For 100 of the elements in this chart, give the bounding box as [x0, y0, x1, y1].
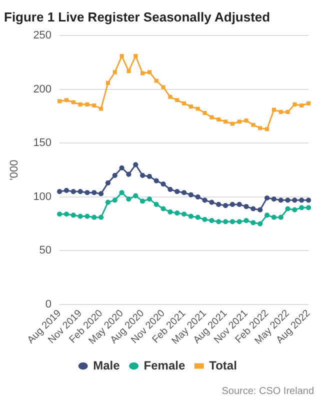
- point: [195, 194, 200, 200]
- legend-label: Total: [209, 358, 237, 372]
- point: [306, 205, 312, 210]
- point: [237, 120, 242, 124]
- point: [306, 198, 312, 203]
- point: [168, 186, 173, 192]
- point: [140, 198, 146, 204]
- point: [230, 202, 235, 207]
- point: [112, 70, 117, 74]
- point: [209, 200, 214, 205]
- point: [70, 212, 76, 218]
- point: [126, 196, 132, 202]
- point: [202, 111, 207, 116]
- point: [105, 200, 111, 205]
- point: [98, 191, 104, 196]
- point: [146, 174, 152, 180]
- y-axis-title: '000: [8, 160, 21, 180]
- point: [202, 216, 208, 222]
- point: [106, 80, 110, 85]
- y-tick-label: 100: [33, 190, 52, 203]
- point: [119, 165, 124, 170]
- point: [161, 85, 166, 90]
- y-tick-label: 150: [33, 137, 52, 150]
- point: [112, 198, 118, 203]
- point: [196, 106, 200, 111]
- point: [168, 94, 172, 99]
- point: [105, 180, 111, 186]
- point: [133, 193, 138, 198]
- y-tick-label: 200: [33, 83, 52, 96]
- point: [299, 205, 304, 210]
- point: [244, 218, 249, 224]
- point: [154, 202, 159, 207]
- point: [98, 214, 104, 220]
- point: [119, 190, 124, 196]
- point: [92, 103, 96, 108]
- point: [181, 190, 187, 196]
- point: [300, 103, 304, 108]
- point: [99, 106, 104, 111]
- point: [64, 188, 70, 194]
- point: [174, 210, 180, 216]
- point: [265, 127, 270, 132]
- point: [258, 221, 263, 226]
- point: [216, 219, 222, 224]
- point: [175, 98, 180, 102]
- point: [160, 206, 166, 212]
- legend-label: Male: [93, 358, 120, 372]
- point: [271, 214, 276, 220]
- point: [160, 181, 166, 187]
- point: [92, 214, 97, 220]
- point: [222, 219, 228, 224]
- point: [120, 54, 124, 58]
- point: [292, 198, 298, 203]
- point: [182, 101, 186, 106]
- point: [285, 206, 290, 212]
- point: [258, 207, 263, 212]
- point: [264, 195, 270, 201]
- point: [71, 100, 76, 104]
- point: [210, 115, 214, 120]
- point: [133, 162, 138, 168]
- point: [84, 190, 90, 196]
- point: [202, 198, 208, 203]
- point: [57, 212, 62, 217]
- point: [140, 71, 145, 76]
- point: [250, 206, 256, 212]
- point: [64, 212, 70, 217]
- point: [147, 70, 152, 74]
- point: [140, 172, 146, 178]
- point: [174, 188, 180, 194]
- point: [188, 192, 194, 198]
- point: [188, 214, 194, 219]
- point: [230, 219, 235, 224]
- point: [126, 172, 132, 177]
- point: [230, 122, 234, 126]
- point: [278, 198, 284, 203]
- point: [64, 98, 68, 102]
- point: [112, 172, 118, 178]
- point: [134, 54, 138, 58]
- point: [292, 207, 298, 212]
- legend-label: Female: [144, 358, 186, 372]
- point: [258, 126, 262, 130]
- point: [188, 104, 193, 109]
- point: [209, 218, 214, 224]
- point: [78, 188, 83, 194]
- point: [78, 102, 82, 106]
- chart-title: Figure 1 Live Register Seasonally Adjusted: [4, 9, 270, 24]
- point: [154, 178, 159, 184]
- point: [168, 209, 173, 215]
- point: [244, 118, 248, 123]
- point: [146, 196, 152, 202]
- point: [195, 214, 200, 220]
- point: [299, 198, 304, 203]
- point: [58, 99, 62, 104]
- point: [70, 188, 76, 194]
- point: [236, 219, 242, 224]
- point: [154, 78, 158, 83]
- point: [264, 212, 270, 218]
- point: [285, 198, 290, 203]
- point: [84, 214, 90, 219]
- point: [250, 220, 256, 226]
- point: [286, 110, 290, 114]
